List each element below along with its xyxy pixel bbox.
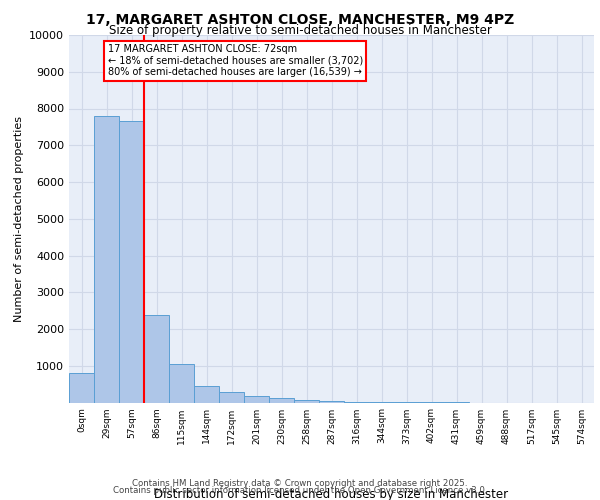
- Bar: [119, 122, 144, 402]
- Bar: [69, 373, 94, 402]
- Y-axis label: Number of semi-detached properties: Number of semi-detached properties: [14, 116, 23, 322]
- Bar: [169, 364, 194, 403]
- Text: 17 MARGARET ASHTON CLOSE: 72sqm
← 18% of semi-detached houses are smaller (3,702: 17 MARGARET ASHTON CLOSE: 72sqm ← 18% of…: [108, 44, 363, 78]
- Bar: [244, 396, 269, 402]
- Bar: [269, 398, 294, 402]
- Text: Contains HM Land Registry data © Crown copyright and database right 2025.: Contains HM Land Registry data © Crown c…: [132, 478, 468, 488]
- Bar: [194, 386, 219, 402]
- X-axis label: Distribution of semi-detached houses by size in Manchester: Distribution of semi-detached houses by …: [154, 488, 509, 500]
- Bar: [144, 316, 169, 402]
- Text: 17, MARGARET ASHTON CLOSE, MANCHESTER, M9 4PZ: 17, MARGARET ASHTON CLOSE, MANCHESTER, M…: [86, 12, 514, 26]
- Text: Contains public sector information licensed under the Open Government Licence v3: Contains public sector information licen…: [113, 486, 487, 495]
- Bar: [219, 392, 244, 402]
- Text: Size of property relative to semi-detached houses in Manchester: Size of property relative to semi-detach…: [109, 24, 491, 37]
- Bar: [94, 116, 119, 403]
- Bar: [294, 400, 319, 402]
